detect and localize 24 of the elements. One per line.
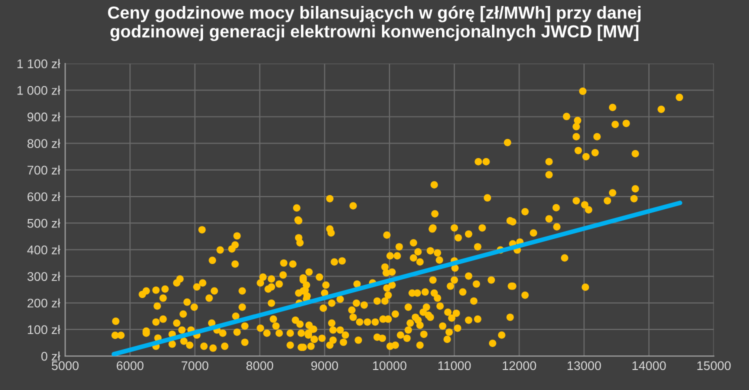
x-tick-label: 12000 [502,361,536,370]
y-tick-label: 400 zł [27,245,60,254]
y-tick-label: 200 zł [28,298,60,308]
y-tick-label: 500 zł [27,218,60,228]
x-tick-label: 15000 [697,361,731,370]
y-tick-label: 300 zł [27,272,60,281]
x-tick-label: 14000 [632,361,666,370]
chart-title: Ceny godzinowe mocy bilansujących w górę [zł/MWh] przy danej godzinowej generacji elektrowni konwencjonalnych JWCD [MW] [108,6,641,42]
x-tick-label: 13000 [568,361,601,370]
x-tick-label: 7000 [182,361,208,370]
y-tick-label: 600 zł [28,192,60,202]
x-tick-label: 6000 [116,361,144,370]
x-tick-label: 11000 [438,361,471,370]
y-tick-label: 0 zł [41,352,60,361]
y-tick-label: 800 zł [27,138,60,148]
y-tick-label: 700 zł [28,165,60,175]
y-tick-label: 900 zł [28,112,60,122]
y-tick-label: 100 zł [28,324,60,334]
x-tick-label: 5000 [52,361,79,370]
y-tick-label: 1 000 zł [17,86,60,95]
x-tick-label: 9000 [311,361,338,370]
y-tick-label: 1 100 zł [17,59,60,68]
x-tick-label: 10000 [373,361,406,370]
x-tick-label: 8000 [246,361,274,370]
